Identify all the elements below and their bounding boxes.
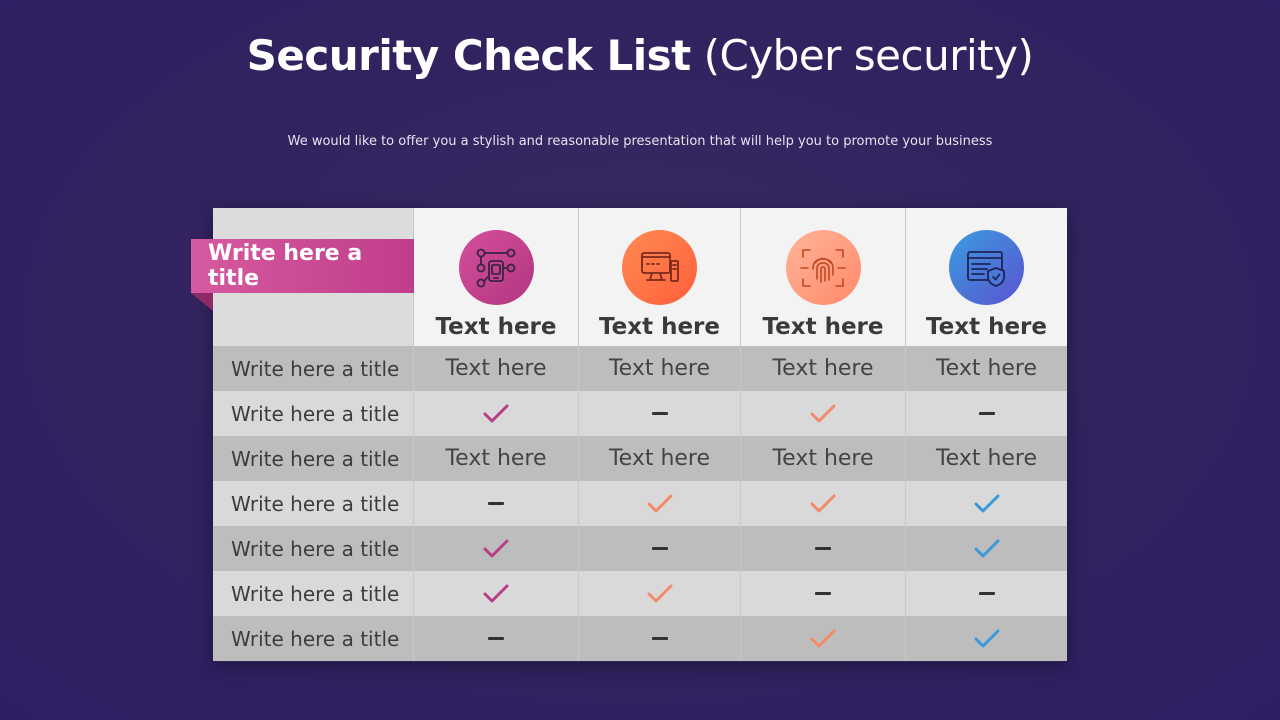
table-body: Write here a title Text here Text here Text… <box>213 346 1067 661</box>
row-label: Write here a title <box>213 436 413 481</box>
checkmark-icon <box>740 616 905 661</box>
cell-text: Text here <box>905 346 1067 391</box>
column-header-label-1: Text here <box>435 314 557 340</box>
checkmark-icon <box>740 391 905 436</box>
cell-text: Text here <box>740 436 905 481</box>
cell-text: Text here <box>578 436 740 481</box>
dash-icon <box>905 391 1067 436</box>
cell-text: Text here <box>740 346 905 391</box>
table-row: Write here a title <box>213 526 1067 571</box>
checkmark-icon <box>905 481 1067 526</box>
table-row: Write here a title <box>213 616 1067 661</box>
row-label: Write here a title <box>213 346 413 391</box>
dash-icon <box>578 616 740 661</box>
checkmark-icon <box>413 571 578 616</box>
checkmark-icon <box>740 481 905 526</box>
cell-text: Text here <box>413 346 578 391</box>
row-label: Write here a title <box>213 526 413 571</box>
dash-icon <box>905 571 1067 616</box>
checkmark-icon <box>578 571 740 616</box>
title-light: (Cyber security) <box>703 31 1034 80</box>
table-row: Write here a title <box>213 571 1067 616</box>
dash-icon <box>413 616 578 661</box>
table-header-row: Text here Text here <box>213 208 1067 346</box>
ribbon-fold <box>191 293 213 311</box>
row-label: Write here a title <box>213 481 413 526</box>
column-header-1: Text here <box>413 208 578 346</box>
dash-icon <box>578 526 740 571</box>
row-label: Write here a title <box>213 391 413 436</box>
browser-shield-icon <box>949 230 1024 305</box>
cell-text: Text here <box>413 436 578 481</box>
checkmark-icon <box>578 481 740 526</box>
row-label: Write here a title <box>213 616 413 661</box>
column-header-4: Text here <box>905 208 1067 346</box>
table-row: Write here a title <box>213 481 1067 526</box>
checkmark-icon <box>413 526 578 571</box>
column-header-3: Text here <box>740 208 905 346</box>
checkmark-icon <box>905 616 1067 661</box>
row-label: Write here a title <box>213 571 413 616</box>
checklist-table: Text here Text here <box>213 208 1067 662</box>
column-header-2: Text here <box>578 208 740 346</box>
slide-subtitle: We would like to offer you a stylish and… <box>287 134 993 149</box>
title-bold: Security Check List <box>246 31 692 80</box>
table-row: Write here a title <box>213 391 1067 436</box>
dash-icon <box>740 526 905 571</box>
cell-text: Text here <box>905 436 1067 481</box>
table-row: Write here a title Text here Text here Text… <box>213 346 1067 391</box>
cell-text: Text here <box>578 346 740 391</box>
dash-icon <box>578 391 740 436</box>
dash-icon <box>740 571 905 616</box>
network-device-icon <box>458 230 534 305</box>
column-header-label-2: Text here <box>599 314 720 340</box>
section-title-ribbon: Write here a title <box>191 239 414 293</box>
column-header-label-3: Text here <box>762 314 884 340</box>
computer-monitor-icon <box>622 230 697 305</box>
column-header-label-4: Text here <box>926 314 1047 340</box>
slide-title: Security Check List (Cyber security) <box>0 30 1280 82</box>
checkmark-icon <box>413 391 578 436</box>
checkmark-icon <box>905 526 1067 571</box>
dash-icon <box>413 481 578 526</box>
table-row: Write here a title Text here Text here Text… <box>213 436 1067 481</box>
fingerprint-scan-icon <box>785 230 861 305</box>
